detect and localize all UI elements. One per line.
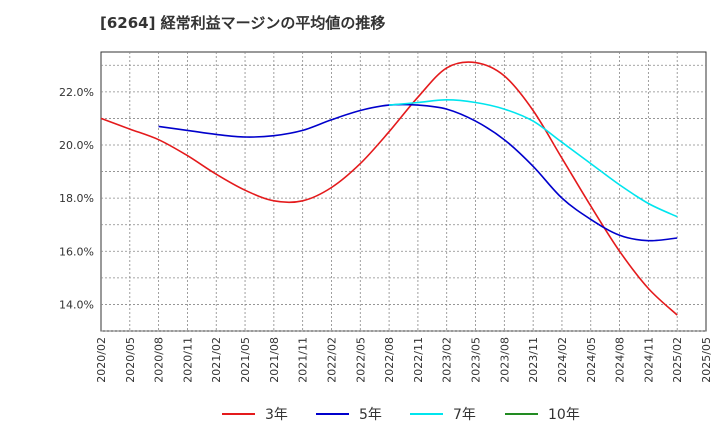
- x-tick-label: 2020/05: [124, 337, 137, 383]
- y-axis-ticks: 14.0% 16.0% 18.0% 20.0% 22.0%: [59, 86, 94, 312]
- legend: 3年 5年 7年 10年: [222, 407, 580, 423]
- plot-frame: [100, 51, 707, 332]
- x-tick-label: 2024/08: [614, 337, 627, 383]
- legend-label: 3年: [265, 407, 288, 423]
- series-lines: [100, 61, 678, 316]
- x-tick-label: 2022/08: [383, 337, 396, 383]
- chart-title: [6264] 経常利益マージンの平均値の推移: [100, 14, 386, 32]
- legend-item: 10年: [505, 407, 580, 423]
- plot-area: [100, 51, 707, 332]
- series-line-3: [389, 98, 678, 218]
- x-axis-ticks: 2020/02 2020/05 2020/08 2020/11 2021/02 2021/…: [95, 337, 713, 383]
- y-tick-label: 18.0%: [59, 192, 94, 205]
- x-tick-label: 2021/08: [268, 337, 281, 383]
- x-tick-label: 2022/05: [354, 337, 367, 383]
- x-tick-label: 2020/11: [181, 337, 194, 383]
- y-tick-label: 16.0%: [59, 245, 94, 258]
- legend-item: 5年: [316, 407, 382, 423]
- x-tick-label: 2024/11: [642, 337, 655, 383]
- legend-label: 5年: [359, 407, 382, 423]
- grid: [101, 52, 706, 332]
- legend-item: 3年: [222, 407, 288, 423]
- x-tick-label: 2022/11: [412, 337, 425, 383]
- x-tick-label: 2023/08: [498, 337, 511, 383]
- x-tick-label: 2025/02: [671, 337, 684, 383]
- y-tick-label: 20.0%: [59, 139, 94, 152]
- x-tick-label: 2021/05: [239, 337, 252, 383]
- x-tick-label: 2023/05: [470, 337, 483, 383]
- series-line-1: [100, 61, 678, 316]
- x-tick-label: 2021/11: [297, 337, 310, 383]
- y-tick-label: 22.0%: [59, 86, 94, 99]
- legend-item: 7年: [410, 407, 476, 423]
- x-tick-label: 2020/02: [95, 337, 108, 383]
- y-tick-label: 14.0%: [59, 298, 94, 311]
- x-tick-label: 2024/05: [585, 337, 598, 383]
- x-tick-label: 2023/11: [527, 337, 540, 383]
- legend-label: 7年: [453, 407, 476, 423]
- x-tick-label: 2020/08: [153, 337, 166, 383]
- x-tick-label: 2025/05: [700, 337, 713, 383]
- x-tick-label: 2024/02: [556, 337, 569, 383]
- legend-label: 10年: [548, 407, 580, 423]
- x-tick-label: 2022/02: [325, 337, 338, 383]
- x-tick-label: 2021/02: [210, 337, 223, 383]
- x-tick-label: 2023/02: [441, 337, 454, 383]
- series-line-2: [158, 103, 678, 242]
